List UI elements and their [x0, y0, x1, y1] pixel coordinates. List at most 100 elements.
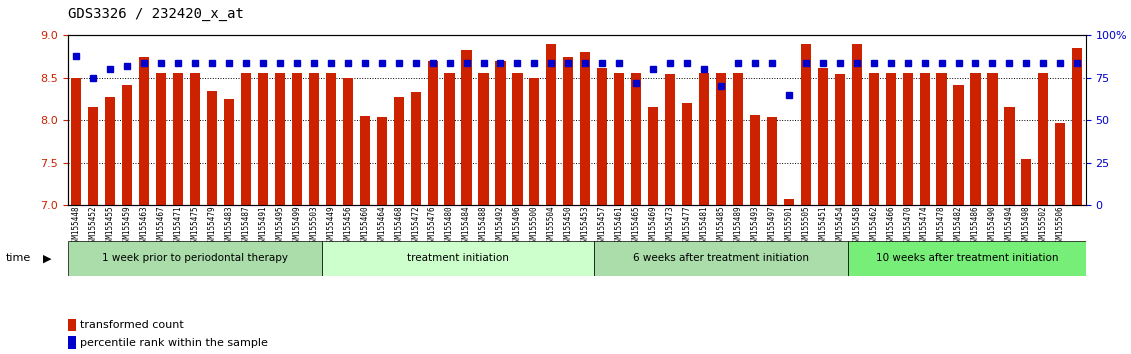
Text: GSM155470: GSM155470 — [904, 205, 912, 247]
Bar — [156, 73, 166, 354]
Text: transformed count: transformed count — [80, 320, 184, 330]
Bar — [801, 44, 811, 354]
Bar — [478, 73, 489, 354]
Text: GSM155471: GSM155471 — [174, 205, 182, 247]
Text: GSM155466: GSM155466 — [887, 205, 895, 247]
Text: GSM155474: GSM155474 — [921, 205, 929, 247]
Bar — [835, 74, 845, 354]
Bar — [377, 117, 387, 354]
Bar — [614, 73, 624, 354]
Text: GSM155500: GSM155500 — [530, 205, 538, 247]
Bar — [258, 73, 268, 354]
Bar — [122, 85, 132, 354]
Bar — [444, 73, 455, 354]
Bar — [1021, 159, 1031, 354]
Text: 6 weeks after treatment initiation: 6 weeks after treatment initiation — [633, 253, 809, 263]
Bar — [495, 61, 506, 354]
Text: GSM155488: GSM155488 — [480, 205, 487, 247]
Bar — [818, 68, 828, 354]
Text: GSM155468: GSM155468 — [395, 205, 403, 247]
Bar — [1055, 123, 1065, 354]
FancyBboxPatch shape — [68, 241, 322, 276]
Text: GSM155460: GSM155460 — [361, 205, 369, 247]
Bar — [105, 97, 115, 354]
Bar — [88, 107, 98, 354]
Text: GSM155462: GSM155462 — [870, 205, 878, 247]
Text: GSM155490: GSM155490 — [988, 205, 996, 247]
Bar — [68, 319, 77, 331]
Text: GSM155483: GSM155483 — [225, 205, 233, 247]
Text: GSM155452: GSM155452 — [89, 205, 97, 247]
Text: GSM155467: GSM155467 — [157, 205, 165, 247]
Text: GSM155448: GSM155448 — [72, 205, 80, 247]
Text: GSM155451: GSM155451 — [819, 205, 827, 247]
Text: GSM155464: GSM155464 — [378, 205, 386, 247]
Bar — [903, 73, 913, 354]
Text: time: time — [6, 253, 31, 263]
Text: GSM155499: GSM155499 — [293, 205, 301, 247]
Bar — [648, 107, 658, 354]
Text: percentile rank within the sample: percentile rank within the sample — [80, 338, 268, 348]
Bar — [563, 57, 573, 354]
Text: GSM155494: GSM155494 — [1005, 205, 1013, 247]
Bar — [1038, 73, 1048, 354]
Bar — [733, 73, 743, 354]
Text: GSM155453: GSM155453 — [581, 205, 589, 247]
Text: GSM155475: GSM155475 — [191, 205, 199, 247]
Bar — [512, 73, 523, 354]
Text: GSM155479: GSM155479 — [208, 205, 216, 247]
Text: GSM155503: GSM155503 — [310, 205, 318, 247]
Text: 10 weeks after treatment initiation: 10 weeks after treatment initiation — [875, 253, 1059, 263]
Bar — [920, 73, 930, 354]
Bar — [699, 73, 709, 354]
Bar — [987, 73, 998, 354]
Bar — [207, 91, 217, 354]
FancyBboxPatch shape — [848, 241, 1086, 276]
Text: GSM155495: GSM155495 — [276, 205, 284, 247]
Text: GSM155506: GSM155506 — [1056, 205, 1064, 247]
Text: GSM155449: GSM155449 — [327, 205, 335, 247]
Bar — [411, 92, 421, 354]
Text: GSM155480: GSM155480 — [446, 205, 454, 247]
Text: GSM155491: GSM155491 — [259, 205, 267, 247]
Text: 1 week prior to periodontal therapy: 1 week prior to periodontal therapy — [102, 253, 288, 263]
Bar — [970, 73, 981, 354]
Text: GSM155502: GSM155502 — [1039, 205, 1047, 247]
Text: GDS3326 / 232420_x_at: GDS3326 / 232420_x_at — [68, 7, 244, 21]
Bar — [852, 44, 862, 354]
Text: GSM155477: GSM155477 — [683, 205, 691, 247]
Bar — [886, 73, 896, 354]
Text: GSM155489: GSM155489 — [734, 205, 742, 247]
Bar — [1004, 107, 1015, 354]
Text: GSM155458: GSM155458 — [853, 205, 861, 247]
Bar — [682, 103, 692, 354]
Bar — [241, 73, 251, 354]
Text: GSM155484: GSM155484 — [463, 205, 470, 247]
Bar — [139, 57, 149, 354]
Bar — [224, 99, 234, 354]
Text: GSM155493: GSM155493 — [751, 205, 759, 247]
Bar — [343, 78, 353, 354]
Bar — [173, 73, 183, 354]
Text: GSM155469: GSM155469 — [649, 205, 657, 247]
Bar — [275, 73, 285, 354]
Text: GSM155465: GSM155465 — [632, 205, 640, 247]
Text: GSM155485: GSM155485 — [717, 205, 725, 247]
Bar — [326, 73, 336, 354]
Text: GSM155486: GSM155486 — [972, 205, 979, 247]
Text: GSM155457: GSM155457 — [598, 205, 606, 247]
Text: GSM155505: GSM155505 — [802, 205, 810, 247]
Text: GSM155496: GSM155496 — [513, 205, 521, 247]
Bar — [190, 73, 200, 354]
Bar — [784, 199, 794, 354]
Bar — [309, 73, 319, 354]
Text: GSM155473: GSM155473 — [666, 205, 674, 247]
Bar — [394, 97, 404, 354]
Bar — [68, 336, 77, 349]
Text: GSM155455: GSM155455 — [106, 205, 114, 247]
Bar — [869, 73, 879, 354]
Bar — [428, 61, 438, 354]
Text: GSM155463: GSM155463 — [140, 205, 148, 247]
Bar — [71, 78, 81, 354]
Bar — [292, 73, 302, 354]
